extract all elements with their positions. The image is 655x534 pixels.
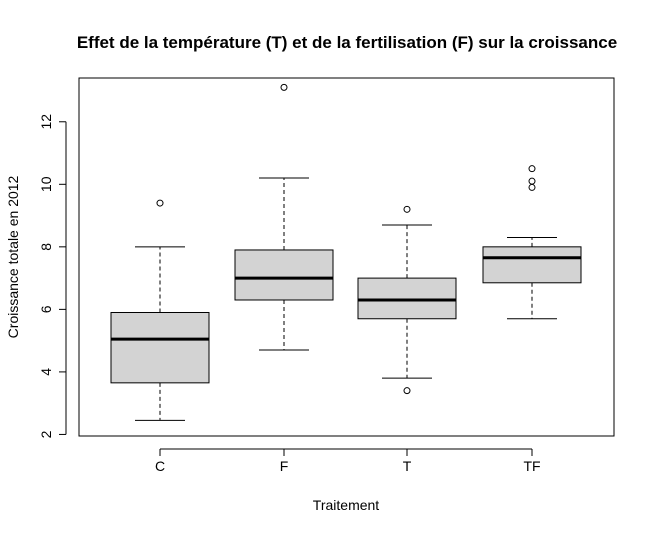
y-tick-label-12: 12 [38,114,54,130]
iqr-box-T [357,277,457,320]
x-tick-label-F: F [280,458,289,474]
outlier-TF-2 [528,183,536,191]
x-tick-label-T: T [403,458,412,474]
boxes-layer [110,83,582,421]
box-TF [482,165,582,320]
outlier-TF-1 [528,177,536,185]
outlier-T-1 [403,387,411,395]
y-tick-label-10: 10 [38,176,54,192]
plot-frame [78,77,615,437]
iqr-box-F [234,249,334,301]
x-axis-label: Traitement [313,497,380,513]
x-axis: C F T TF [155,448,541,474]
box-T [357,205,457,395]
box-C [110,199,210,421]
y-tick-label-6: 6 [38,305,54,313]
outlier-C-0 [156,199,164,207]
outlier-TF-0 [528,165,536,173]
box-F [234,83,334,351]
outlier-F-0 [280,83,288,91]
y-axis: 2 4 6 8 10 12 [38,114,67,438]
chart-title: Effet de la température (T) et de la fer… [77,33,617,52]
x-tick-label-C: C [155,458,165,474]
y-tick-label-2: 2 [38,430,54,438]
y-tick-label-4: 4 [38,368,54,376]
outlier-T-0 [403,205,411,213]
y-tick-label-8: 8 [38,243,54,251]
y-axis-label: Croissance totale en 2012 [5,175,21,338]
iqr-box-TF [482,246,582,284]
x-tick-label-TF: TF [523,458,540,474]
iqr-box-C [110,311,210,384]
